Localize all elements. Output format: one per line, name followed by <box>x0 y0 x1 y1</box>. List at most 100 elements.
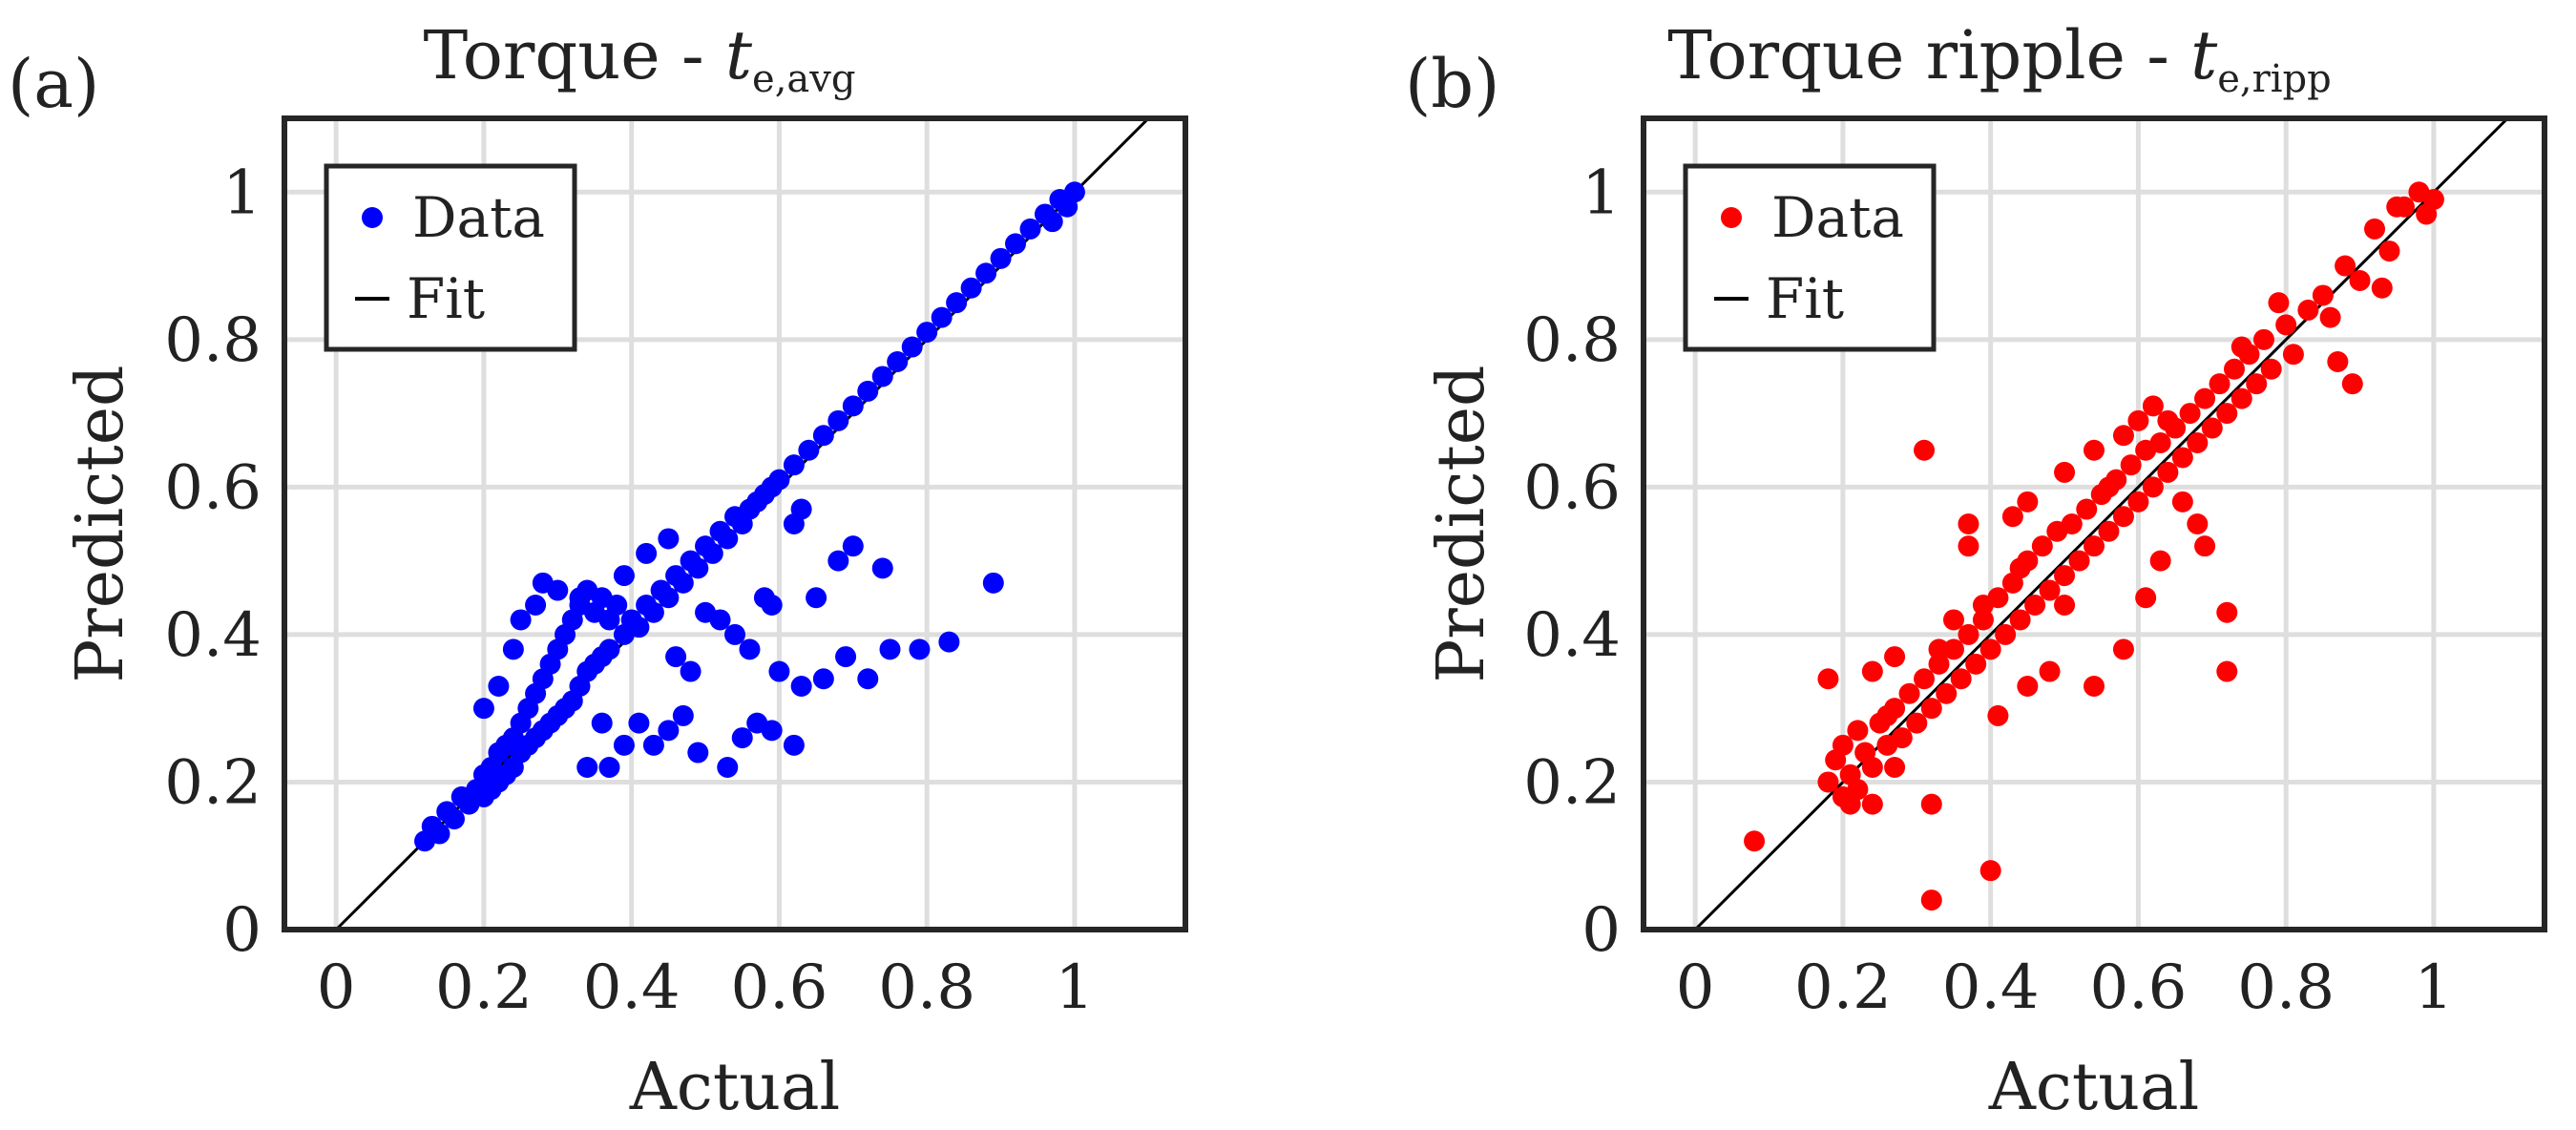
data-point <box>975 262 997 284</box>
axes-frame-b <box>1641 115 2547 932</box>
data-point <box>739 638 761 660</box>
data-points-b <box>1744 181 2444 911</box>
data-point <box>672 704 694 726</box>
data-point <box>687 742 709 764</box>
data-point <box>2024 595 2046 616</box>
data-point <box>2112 638 2134 660</box>
data-point <box>2312 284 2334 306</box>
data-point <box>2149 550 2171 572</box>
y-tick-label: 1 <box>1581 157 1621 228</box>
x-tick-label: 0.8 <box>878 952 975 1023</box>
data-point <box>2142 395 2164 417</box>
data-point <box>960 277 982 299</box>
data-point <box>1979 860 2001 882</box>
x-tick-label: 0.4 <box>583 952 681 1023</box>
data-point <box>1936 682 1958 704</box>
title-subscript-a: e,avg <box>752 57 855 101</box>
data-point <box>1861 660 1883 682</box>
data-point <box>680 660 702 682</box>
data-point <box>2039 660 2061 682</box>
data-point <box>2201 417 2223 439</box>
data-point <box>2341 373 2363 395</box>
data-point <box>598 638 620 660</box>
y-tick-label: 0.4 <box>1523 600 1621 671</box>
data-point <box>2260 358 2282 380</box>
y-tick-label: 0.6 <box>164 452 262 523</box>
data-point <box>768 469 790 491</box>
data-point <box>842 395 864 417</box>
chart-title-b: Torque ripple - te,ripp <box>1667 16 2332 101</box>
data-point <box>510 609 532 631</box>
data-point <box>812 425 834 447</box>
data-point <box>2017 676 2039 697</box>
data-point <box>2135 587 2157 609</box>
data-point <box>2157 461 2179 483</box>
data-point <box>2112 425 2134 447</box>
data-point <box>1942 609 1964 631</box>
data-point <box>909 638 931 660</box>
data-point <box>2216 601 2238 623</box>
data-point <box>1995 623 2017 645</box>
data-point <box>790 676 812 697</box>
data-point <box>1898 682 1920 704</box>
x-axis-label-a: Actual <box>629 1050 841 1125</box>
data-point <box>1920 698 1942 720</box>
data-point <box>1041 211 1063 233</box>
data-point <box>1920 889 1942 911</box>
data-point <box>2157 409 2179 431</box>
data-point <box>2282 344 2304 366</box>
y-tick-label: 0.8 <box>164 305 262 376</box>
data-point <box>2142 476 2164 498</box>
y-tick-label: 0.4 <box>164 600 262 671</box>
x-tick-label: 0.6 <box>731 952 828 1023</box>
data-point <box>2297 299 2319 321</box>
data-point <box>1928 638 1950 660</box>
data-point <box>931 306 953 328</box>
x-tick-label: 1 <box>1056 952 1095 1023</box>
legend-box-a <box>324 163 577 352</box>
y-tick-label: 0.2 <box>1523 747 1621 818</box>
x-tick-labels-a: 0 0.2 0.4 0.6 0.8 1 <box>317 952 1094 1023</box>
data-point <box>1884 646 1906 668</box>
data-point <box>429 823 450 845</box>
data-point <box>871 366 893 387</box>
data-point <box>2120 454 2142 476</box>
data-point <box>806 587 827 609</box>
data-point <box>990 247 1012 269</box>
data-point <box>2017 491 2039 513</box>
data-point <box>2127 491 2149 513</box>
x-tick-label: 0.4 <box>1942 952 2040 1023</box>
data-point <box>1744 830 1766 852</box>
data-point <box>2031 535 2053 557</box>
data-point <box>2039 579 2061 601</box>
data-point <box>709 609 731 631</box>
data-point <box>1847 720 1869 742</box>
chart-title-a: Torque - te,avg <box>424 16 856 101</box>
x-tick-label: 0.2 <box>435 952 533 1023</box>
data-point <box>488 676 510 697</box>
title-main-b: Torque ripple - <box>1667 16 2190 94</box>
data-point <box>1019 218 1041 240</box>
legend-marker-data-b <box>1721 207 1742 228</box>
data-point <box>702 542 723 564</box>
data-point <box>2252 328 2274 350</box>
data-point <box>1958 535 1979 557</box>
y-axis-label-a: Predicted <box>63 366 138 683</box>
data-point <box>2084 535 2105 557</box>
data-point <box>1876 704 1898 726</box>
legend-b: Data Fit <box>1683 163 1937 352</box>
data-point <box>636 542 658 564</box>
legend-label-data-a: Data <box>412 185 545 250</box>
data-point <box>1950 668 1972 690</box>
data-point <box>576 757 598 778</box>
data-point <box>472 698 494 720</box>
data-point <box>1942 638 1964 660</box>
legend-marker-data-a <box>362 207 383 228</box>
data-point <box>753 587 775 609</box>
panel-b: (b) Torque ripple - te,ripp 0 0.2 0.4 0.6 0.… <box>1405 16 2547 1125</box>
y-tick-labels-a: 0 0.2 0.4 0.6 0.8 1 <box>164 157 262 966</box>
data-point <box>2386 196 2408 218</box>
data-point <box>2112 506 2134 528</box>
data-point <box>1861 793 1883 815</box>
x-tick-labels-b: 0 0.2 0.4 0.6 0.8 1 <box>1676 952 2453 1023</box>
